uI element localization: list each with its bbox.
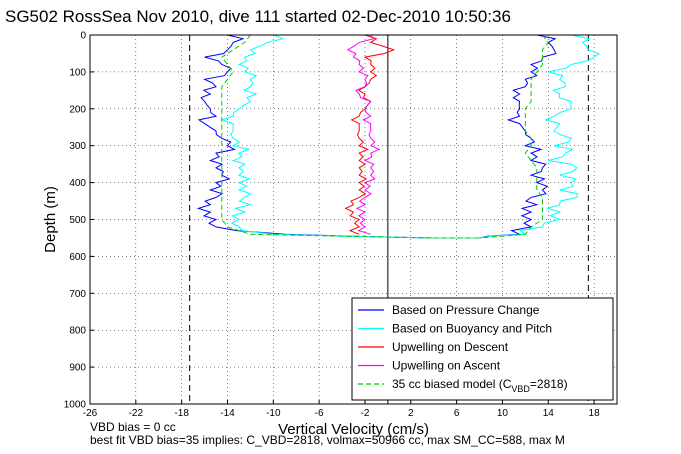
x-tick-label-8: 6 [454,408,460,419]
series-4-ascent-line [479,34,549,239]
legend-label-0: Based on Pressure Change [392,303,540,317]
series-2-line [344,34,396,235]
series-1-descent-line [220,34,434,239]
x-tick-label-11: 18 [589,408,601,419]
y-axis-label: Depth (m) [42,186,59,253]
series-1-ascent-line [479,34,600,239]
axis-ticks: -26 -22 -18 -14 -10 -6 -2 2 6 10 14 180100200300400… [64,31,600,420]
y-tick-label-9: 900 [69,363,86,374]
x-tick-label-3: -14 [220,408,235,419]
footnote-best-fit: best fit VBD bias=35 implies: C_VBD=2818… [90,433,565,447]
series-0-ascent-line [479,34,557,239]
x-tick-label-5: -6 [315,408,324,419]
x-tick-label-9: 10 [497,408,509,419]
legend-label-1: Based on Buoyancy and Pitch [392,322,552,336]
y-tick-label-10: 1000 [64,400,87,411]
series-0-descent-line [196,34,434,239]
x-tick-label-1: -22 [129,408,144,419]
y-tick-label-1: 100 [69,67,86,78]
x-tick-label-0: -26 [83,408,98,419]
legend-box [351,297,614,401]
series-4-descent-line [221,34,434,239]
y-tick-label-8: 800 [69,326,86,337]
footnote-vbd-bias: VBD bias = 0 cc [90,420,176,434]
x-axis-label: Vertical Velocity (cm/s) [278,421,429,438]
chart-title: SG502 RossSea Nov 2010, dive 111 started… [5,7,511,26]
series-3-line [346,34,381,235]
legend: Based on Pressure Change Based on Buoyanc… [351,297,614,401]
series-group [196,34,600,239]
y-tick-label-6: 600 [69,252,86,263]
y-tick-label-5: 500 [69,215,86,226]
legend-label-3: Upwelling on Ascent [392,359,501,373]
x-tick-label-2: -18 [174,408,189,419]
y-tick-label-0: 0 [80,31,86,42]
y-tick-label-3: 300 [69,141,86,152]
y-tick-label-2: 200 [69,104,86,115]
x-tick-label-6: -2 [361,408,370,419]
x-tick-label-7: 2 [408,408,414,419]
x-tick-label-4: -10 [266,408,281,419]
y-tick-label-4: 400 [69,178,86,189]
y-tick-label-7: 700 [69,289,86,300]
x-tick-label-10: 14 [543,408,555,419]
legend-label-2: Upwelling on Descent [392,340,509,354]
